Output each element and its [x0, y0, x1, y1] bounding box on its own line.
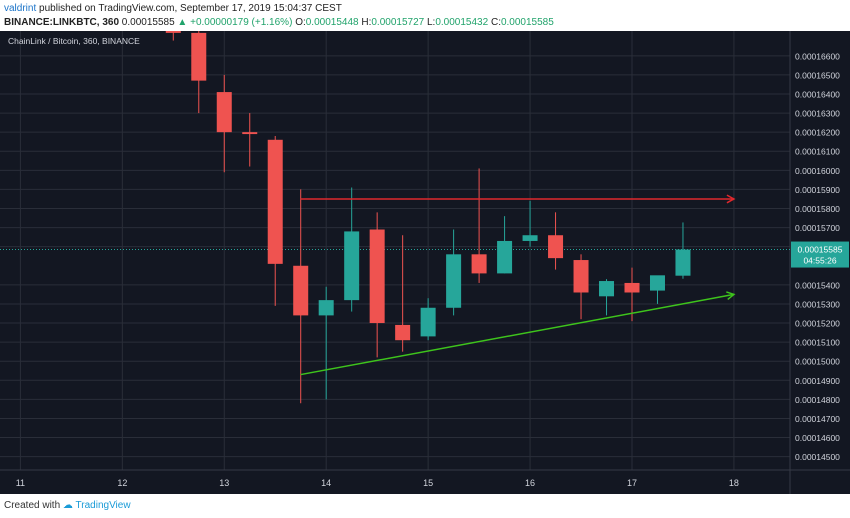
last-price-value: 0.00015585 — [121, 17, 175, 28]
x-tick-label: 14 — [321, 478, 331, 488]
candle-body — [242, 132, 258, 135]
published-text: published on TradingView.com, September … — [39, 3, 342, 14]
chart-title: ChainLink / Bitcoin, 360, BINANCE — [8, 36, 140, 46]
candle-body — [395, 324, 411, 341]
support-arrowhead — [726, 291, 736, 301]
candle-body — [191, 32, 207, 81]
high-label: H: — [361, 17, 372, 28]
candle-body — [548, 235, 564, 259]
y-tick-label: 0.00015400 — [795, 280, 840, 290]
footer: Created with ☁ TradingView — [4, 500, 131, 511]
publish-info: valdrint published on TradingView.com, S… — [4, 3, 342, 14]
candle-body — [165, 31, 181, 33]
candle-body — [267, 139, 283, 264]
x-tick-label: 16 — [525, 478, 535, 488]
chart-container[interactable]: 0.00016600 0.00016500 0.00016400 0.00016300… — [0, 31, 850, 494]
candle-body — [216, 92, 232, 133]
candle-body — [471, 254, 487, 274]
symbol-label: BINANCE:LINKBTC, 360 — [4, 17, 120, 28]
candle-body — [649, 275, 665, 291]
resistance-arrowhead — [726, 194, 736, 204]
y-tick-label: 0.00015100 — [795, 338, 840, 348]
y-tick-label: 0.00015900 — [795, 185, 840, 195]
y-tick-label: 0.00015200 — [795, 319, 840, 329]
y-tick-label: 0.00014800 — [795, 395, 840, 405]
candle-body — [293, 265, 309, 316]
candle-body — [318, 300, 334, 316]
open-value: 0.00015448 — [305, 17, 359, 28]
y-tick-label: 0.00015700 — [795, 223, 840, 233]
y-tick-label: 0.00016300 — [795, 109, 840, 119]
y-tick-label: 0.00015000 — [795, 357, 840, 367]
author-link[interactable]: valdrint — [4, 3, 37, 14]
chart-background — [0, 31, 850, 494]
y-tick-label: 0.00014700 — [795, 414, 840, 424]
x-tick-label: 12 — [117, 478, 127, 488]
x-tick-label: 11 — [16, 478, 25, 488]
candle-body — [446, 254, 462, 308]
last-price-tag-label: 0.00015585 — [798, 245, 843, 255]
candle-body — [573, 260, 589, 293]
candle-body — [369, 229, 385, 324]
x-tick-label: 18 — [729, 478, 739, 488]
support-line — [300, 293, 735, 376]
candle-body — [599, 281, 615, 297]
close-label: C: — [490, 17, 501, 28]
y-tick-label: 0.00016500 — [795, 70, 840, 80]
candle-body — [344, 231, 360, 301]
low-value: 0.00015432 — [435, 17, 489, 28]
candlestick-chart[interactable]: 0.00016600 0.00016500 0.00016400 0.00016300… — [0, 31, 850, 494]
y-tick-label: 0.00016100 — [795, 147, 840, 157]
ohlc-bar: BINANCE:LINKBTC, 360 0.00015585 ▲ +0.000… — [4, 17, 554, 28]
change-value: ▲ +0.00000179 (+1.16%) — [177, 17, 293, 28]
high-value: 0.00015727 — [371, 17, 425, 28]
y-tick-label: 0.00016400 — [795, 89, 840, 99]
candle-body — [675, 249, 691, 276]
y-tick-label: 0.00015800 — [795, 204, 840, 214]
x-tick-label: 15 — [423, 478, 433, 488]
created-with-text: Created with — [4, 500, 61, 511]
close-value: 0.00015585 — [500, 17, 554, 28]
candle-body — [497, 240, 513, 274]
y-tick-label: 0.00016000 — [795, 166, 840, 176]
x-tick-label: 17 — [627, 478, 637, 488]
x-tick-label: 13 — [219, 478, 229, 488]
tradingview-logo-icon: ☁ — [62, 500, 73, 511]
candle-body — [420, 307, 436, 337]
y-tick-label: 0.00014500 — [795, 452, 840, 462]
countdown-label: 04:55:26 — [803, 256, 836, 266]
candle-body — [624, 282, 640, 293]
open-label: O: — [295, 17, 306, 28]
y-tick-label: 0.00016200 — [795, 128, 840, 138]
y-tick-label: 0.00014600 — [795, 433, 840, 443]
y-tick-label: 0.00014900 — [795, 376, 840, 386]
low-label: L: — [427, 17, 436, 28]
candle-body — [522, 235, 538, 241]
y-tick-label: 0.00016600 — [795, 51, 840, 61]
last-price-tag — [791, 241, 849, 268]
y-tick-label: 0.00015300 — [795, 299, 840, 309]
tradingview-brand[interactable]: TradingView — [75, 500, 131, 511]
